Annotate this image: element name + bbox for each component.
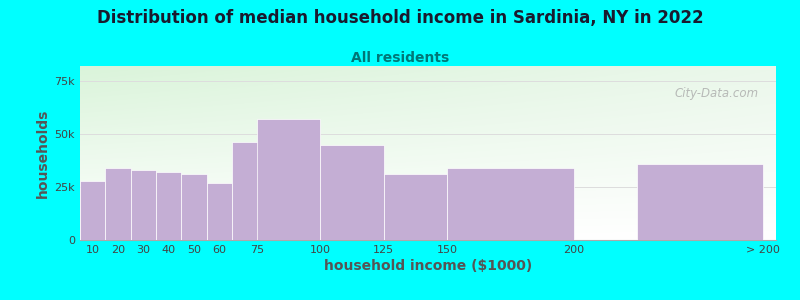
Bar <box>637 164 763 240</box>
Text: City-Data.com: City-Data.com <box>674 87 758 100</box>
Bar <box>257 119 321 240</box>
Bar <box>156 172 182 240</box>
X-axis label: household income ($1000): household income ($1000) <box>324 259 532 273</box>
Bar <box>232 142 270 240</box>
Text: Distribution of median household income in Sardinia, NY in 2022: Distribution of median household income … <box>97 9 703 27</box>
Bar <box>182 174 206 240</box>
Bar <box>384 174 447 240</box>
Text: All residents: All residents <box>351 51 449 65</box>
Y-axis label: households: households <box>36 108 50 198</box>
Bar <box>206 183 232 240</box>
Bar <box>106 168 130 240</box>
Bar <box>130 170 156 240</box>
Bar <box>321 145 384 240</box>
Bar <box>80 181 106 240</box>
Bar <box>447 168 574 240</box>
